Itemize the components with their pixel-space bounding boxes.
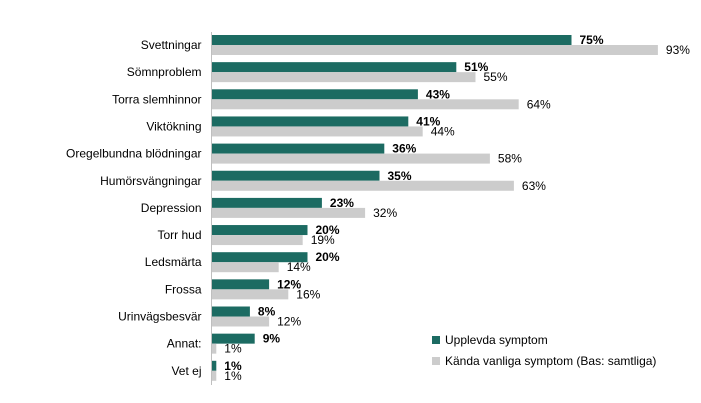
legend-label-kanda: Kända vanliga symptom (Bas: samtliga) xyxy=(445,354,656,368)
data-label-kanda: 14% xyxy=(287,260,311,274)
category-label: Vet ej xyxy=(171,364,201,378)
data-label-upplevda: 43% xyxy=(426,87,450,101)
bar-kanda xyxy=(211,45,658,55)
data-label-upplevda: 12% xyxy=(277,277,301,291)
category-label: Svettningar xyxy=(141,38,202,52)
data-label-upplevda: 8% xyxy=(258,305,276,319)
bar-upplevda xyxy=(211,170,380,181)
bar-kanda xyxy=(211,126,423,137)
data-label-kanda: 58% xyxy=(498,152,522,166)
data-label-upplevda: 20% xyxy=(316,250,340,264)
bar-upplevda xyxy=(211,143,385,154)
bar-kanda xyxy=(211,343,217,354)
category-label: Torra slemhinnor xyxy=(112,92,201,106)
bar-kanda xyxy=(211,370,217,381)
category-label: Torr hud xyxy=(157,228,201,242)
data-label-upplevda: 36% xyxy=(392,142,416,156)
bar-kanda xyxy=(211,235,303,246)
data-label-upplevda: 23% xyxy=(330,196,354,210)
data-label-upplevda: 1% xyxy=(224,359,242,373)
legend-label-upplevda: Upplevda symptom xyxy=(445,333,548,347)
bar-upplevda xyxy=(211,116,409,127)
data-label-kanda: 12% xyxy=(277,315,301,329)
data-label-upplevda: 9% xyxy=(263,332,281,346)
bar-upplevda xyxy=(211,252,308,263)
data-label-kanda: 32% xyxy=(373,206,397,220)
category-label: Urinvägsbesvär xyxy=(118,310,201,324)
bar-upplevda xyxy=(211,306,250,317)
data-label-upplevda: 51% xyxy=(464,60,488,74)
category-label: Humörsvängningar xyxy=(100,174,201,188)
data-label-kanda: 55% xyxy=(484,70,508,84)
bar-upplevda xyxy=(211,197,322,208)
bar-kanda xyxy=(211,180,514,191)
legend-swatch-kanda xyxy=(432,357,440,365)
data-label-kanda: 93% xyxy=(666,43,690,57)
data-label-kanda: 1% xyxy=(224,369,242,383)
legend: Upplevda symptom Kända vanliga symptom (… xyxy=(432,333,656,368)
legend-swatch-upplevda xyxy=(432,336,440,344)
data-label-upplevda: 35% xyxy=(388,169,412,183)
category-label: Ledsmärta xyxy=(145,255,202,269)
data-label-kanda: 44% xyxy=(431,124,455,138)
data-label-kanda: 16% xyxy=(296,287,320,301)
data-label-upplevda: 20% xyxy=(316,223,340,237)
bar-kanda xyxy=(211,207,366,218)
bar-kanda xyxy=(211,316,270,327)
bar-upplevda xyxy=(211,333,255,344)
category-label: Depression xyxy=(141,201,202,215)
category-label: Viktökning xyxy=(146,119,201,133)
data-label-upplevda: 75% xyxy=(580,33,604,47)
bar-upplevda xyxy=(211,35,572,45)
bars-group: Svettningar 75% 93% Sömnproblem 51%55% Torra … xyxy=(66,33,690,383)
bar-kanda xyxy=(211,262,279,273)
category-label: Annat: xyxy=(167,337,202,351)
category-label: Sömnproblem xyxy=(127,65,202,79)
bar-upplevda xyxy=(211,62,457,73)
bar-upplevda xyxy=(211,225,308,236)
bar-kanda xyxy=(211,289,289,300)
bar-kanda xyxy=(211,153,490,164)
category-label: Frossa xyxy=(165,282,202,296)
bar-kanda xyxy=(211,99,519,110)
data-label-upplevda: 41% xyxy=(416,114,440,128)
bar-upplevda xyxy=(211,89,418,100)
bar-upplevda xyxy=(211,279,270,290)
data-label-kanda: 64% xyxy=(527,97,551,111)
category-label: Oregelbundna blödningar xyxy=(66,147,201,161)
data-label-kanda: 19% xyxy=(311,233,335,247)
bar-upplevda xyxy=(211,360,217,371)
data-label-kanda: 63% xyxy=(522,179,546,193)
data-label-kanda: 1% xyxy=(224,342,242,356)
bar-kanda xyxy=(211,72,476,83)
